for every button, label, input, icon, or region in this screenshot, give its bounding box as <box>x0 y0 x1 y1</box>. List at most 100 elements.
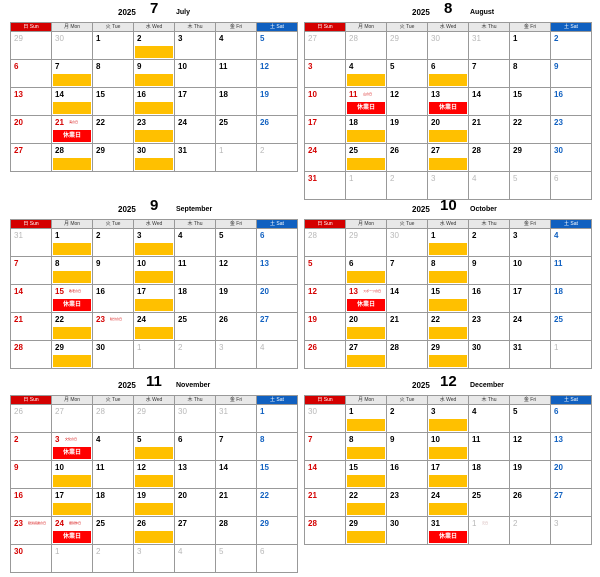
day-number: 18 <box>96 491 105 500</box>
day-cell: 25 <box>174 312 216 341</box>
week-row: 30 1 2 3 4 5 6 <box>304 404 592 433</box>
day-number: 30 <box>178 407 187 416</box>
day-cell: 2 <box>92 228 134 257</box>
month-number: 11 <box>146 373 162 390</box>
closed-day-label: 休業日 <box>429 531 467 543</box>
day-number: 16 <box>137 90 146 99</box>
day-cell: 31 休業日 <box>427 516 469 545</box>
weekday-header: 土 Sat <box>256 22 298 32</box>
weekday-header: 水 Wed <box>427 395 469 405</box>
highlight-bar <box>53 327 91 339</box>
day-cell: 10 <box>509 256 551 285</box>
day-cell: 8 <box>256 432 298 461</box>
day-number: 3 <box>137 231 142 240</box>
day-number: 5 <box>513 174 518 183</box>
day-cell: 25 <box>215 115 257 144</box>
day-cell: 11 <box>92 460 134 489</box>
week-row: 27 28 29 30 31 1 2 <box>10 143 298 172</box>
day-number: 18 <box>472 463 481 472</box>
day-number: 17 <box>55 491 64 500</box>
day-cell: 18 <box>550 284 592 313</box>
day-cell: 2 <box>92 544 134 573</box>
weekday-header: 土 Sat <box>256 219 298 229</box>
highlight-bar <box>135 503 173 515</box>
weekday-header: 月 Mon <box>345 22 387 32</box>
day-cell: 13 休業日 <box>427 87 469 116</box>
day-number: 13 <box>178 463 187 472</box>
weekday-header: 日 Sun <box>304 395 346 405</box>
week-row: 5 6 7 8 9 10 11 <box>304 256 592 285</box>
month-number: 7 <box>150 0 159 17</box>
day-number: 25 <box>349 146 358 155</box>
day-cell: 27 <box>174 516 216 545</box>
day-cell: 12 <box>256 59 298 88</box>
day-number: 29 <box>96 146 105 155</box>
week-row: 6 7 8 9 10 11 12 <box>10 59 298 88</box>
day-cell: 30 <box>427 31 469 60</box>
day-cell: 20 <box>256 284 298 313</box>
day-cell: 4 <box>174 228 216 257</box>
day-number: 4 <box>349 62 354 71</box>
month-title: 2025 10 October <box>304 197 592 219</box>
day-number: 3 <box>431 407 436 416</box>
day-number: 10 <box>55 463 64 472</box>
day-cell: 26 <box>256 115 298 144</box>
highlight-bar <box>135 130 173 142</box>
day-cell: 29 <box>133 404 175 433</box>
day-cell: 2 <box>10 432 52 461</box>
day-cell: 18 <box>92 488 134 517</box>
day-number: 31 <box>14 231 23 240</box>
day-number: 13 <box>349 287 358 296</box>
month-year: 2025 <box>118 381 136 390</box>
day-cell: 15 <box>509 87 551 116</box>
day-number: 14 <box>14 287 23 296</box>
day-number: 16 <box>14 491 23 500</box>
day-cell: 22 <box>51 312 93 341</box>
highlight-bar <box>429 355 467 367</box>
day-cell: 16 <box>92 284 134 313</box>
day-number: 28 <box>390 343 399 352</box>
day-cell: 3 <box>509 228 551 257</box>
day-cell: 9 <box>92 256 134 285</box>
day-number: 1 <box>554 343 559 352</box>
day-cell: 24 <box>509 312 551 341</box>
weekday-header: 日 Sun <box>10 22 52 32</box>
day-cell: 26 <box>304 340 346 369</box>
day-cell: 14 <box>10 284 52 313</box>
day-number: 28 <box>308 519 317 528</box>
day-number: 1 <box>96 34 101 43</box>
day-number: 24 <box>513 315 522 324</box>
day-cell: 3 <box>550 516 592 545</box>
day-number: 27 <box>14 146 23 155</box>
weekday-header: 水 Wed <box>427 219 469 229</box>
highlight-bar <box>347 74 385 86</box>
highlight-bar <box>429 299 467 311</box>
day-cell: 31 <box>10 228 52 257</box>
day-cell: 17 <box>509 284 551 313</box>
weekday-header: 木 Thu <box>174 22 216 32</box>
day-number: 13 <box>14 90 23 99</box>
day-number: 25 <box>96 519 105 528</box>
day-number: 22 <box>260 491 269 500</box>
day-cell: 10 <box>51 460 93 489</box>
calendar-grid: 日 Sun 月 Mon 火 Tue 水 Wed 木 Thu 金 Fri 土 Sat 28 29 3… <box>304 219 592 369</box>
day-number: 10 <box>308 90 317 99</box>
day-number: 6 <box>554 407 559 416</box>
day-cell: 18 <box>174 284 216 313</box>
week-row: 7 8 9 10 11 12 13 <box>10 256 298 285</box>
day-number: 7 <box>219 435 224 444</box>
highlight-bar <box>53 243 91 255</box>
day-number: 8 <box>96 62 101 71</box>
day-cell: 21 <box>468 115 510 144</box>
day-number: 1 <box>55 231 60 240</box>
month-name: September <box>176 206 213 213</box>
day-number: 15 <box>349 463 358 472</box>
holiday-name: 勤労感謝の日 <box>28 521 47 525</box>
calendar-grid: 日 Sun 月 Mon 火 Tue 水 Wed 木 Thu 金 Fri 土 Sat 30 1 2 3… <box>304 395 592 545</box>
day-number: 21 <box>14 315 23 324</box>
highlight-bar <box>347 531 385 543</box>
day-cell: 17 <box>51 488 93 517</box>
day-cell: 24 <box>427 488 469 517</box>
day-number: 15 <box>55 287 64 296</box>
day-cell: 19 <box>133 488 175 517</box>
